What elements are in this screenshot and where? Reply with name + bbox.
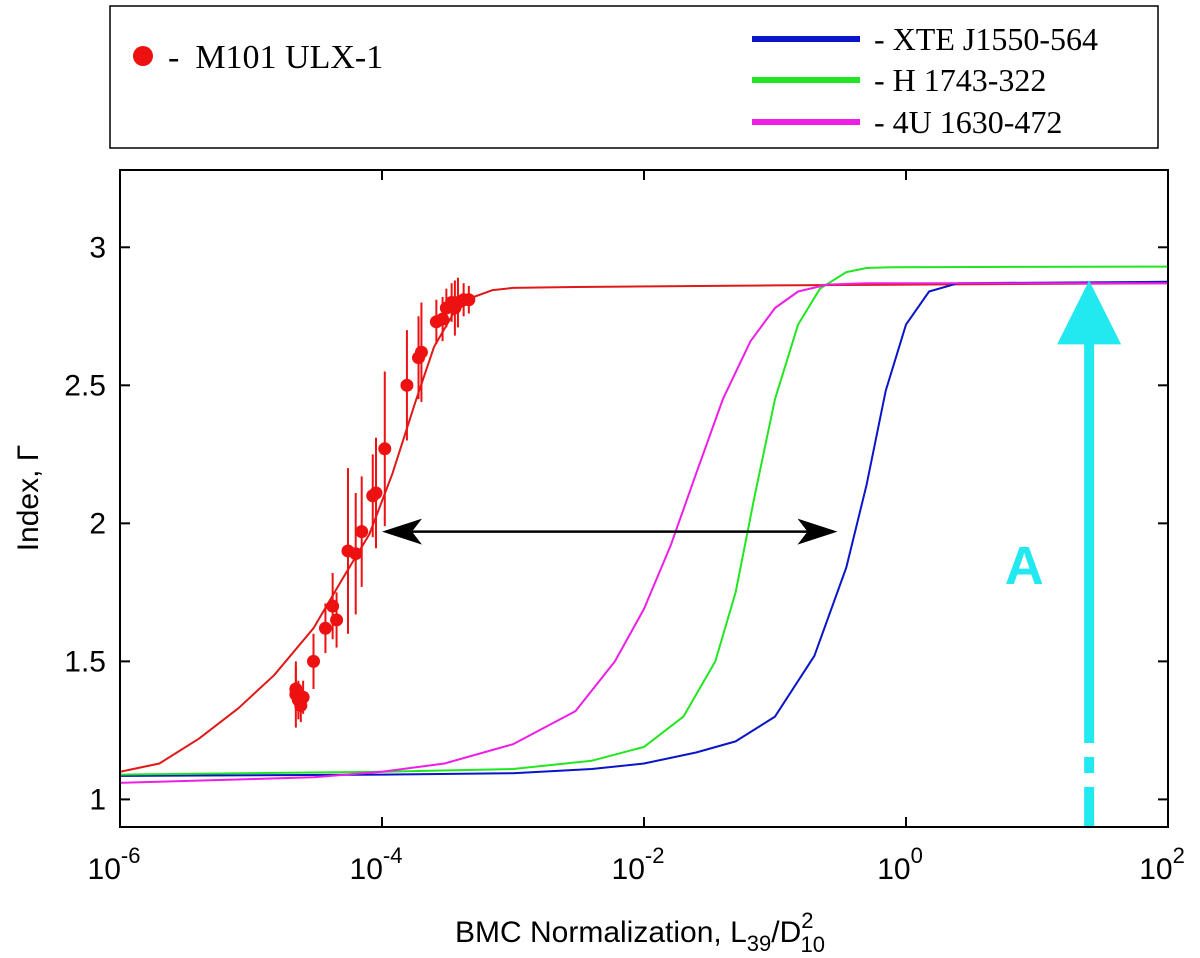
legend-label-m101: - M101 ULX-1	[168, 39, 383, 76]
x-tick-label: 10-2	[612, 843, 665, 886]
legend: - M101 ULX-1 - XTE J1550-564 - H 1743-322…	[109, 5, 1159, 149]
double-arrow-head-left	[382, 518, 422, 545]
x-tick-label: 10-4	[350, 843, 403, 886]
data-point	[330, 613, 344, 627]
y-tick-label: 2.5	[64, 369, 106, 402]
data-point	[378, 442, 392, 456]
legend-label-4u1630: - 4U 1630-472	[874, 104, 1062, 140]
axes-frame	[119, 169, 1169, 828]
vertical-arrow-head	[1057, 280, 1122, 345]
y-axis-label: Index, Γ	[12, 445, 45, 552]
plot-area: A	[120, 265, 1168, 827]
legend-label-xte: - XTE J1550-564	[874, 21, 1098, 57]
series-line-xte-j1550-564	[120, 280, 1168, 777]
plot-content: A	[120, 265, 1168, 827]
data-point	[349, 547, 363, 561]
annotation-label-a: A	[1005, 536, 1044, 596]
data-point	[296, 690, 310, 704]
data-point	[369, 486, 383, 500]
legend-frame	[109, 5, 1159, 149]
data-point	[400, 378, 414, 392]
y-tick-label: 1.5	[64, 645, 106, 678]
series-line-m101-ulx-1-fit	[120, 282, 1168, 773]
data-point	[307, 654, 321, 668]
data-point	[414, 345, 428, 359]
data-point	[318, 621, 332, 635]
legend-marker-m101	[133, 46, 153, 66]
series-line-h-1743-322	[120, 265, 1168, 776]
x-tick-label: 10-6	[88, 843, 141, 886]
axis-ticks: 10-6 10-4 10-2 100 102 1 1.5 2 2.5 3	[64, 170, 1185, 886]
legend-label-h1743: - H 1743-322	[874, 62, 1046, 98]
data-point	[355, 525, 369, 539]
double-arrow-head-right	[797, 518, 838, 545]
x-tick-label: 102	[1139, 843, 1185, 886]
x-axis-label: BMC Normalization, L39/D2 10	[455, 908, 825, 957]
x-tick-label: 100	[877, 843, 923, 886]
y-tick-label: 3	[89, 231, 106, 264]
series-line-4u-1630-472	[120, 282, 1168, 784]
y-tick-label: 2	[89, 507, 106, 540]
data-point	[462, 293, 476, 307]
y-tick-label: 1	[89, 783, 106, 816]
